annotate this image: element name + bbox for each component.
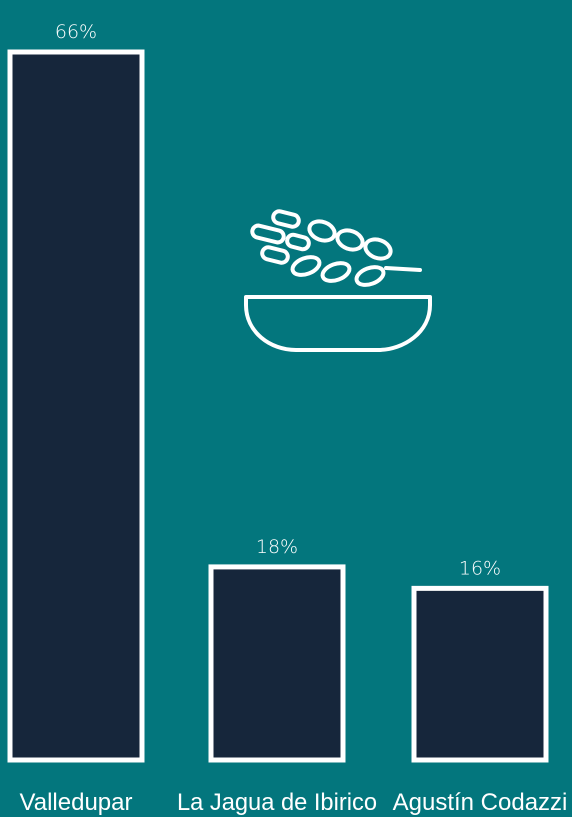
category-label: Agustín Codazzi [393,789,568,816]
bar-group: 66% Valledupar [7,21,145,816]
bar-group: 18% La Jagua de Ibirico [177,536,377,816]
bar [208,564,346,763]
bar-value-label: 66% [55,21,97,43]
category-label: La Jagua de Ibirico [177,789,377,816]
bars-layer: 66% Valledupar 18% La Jagua de Ibirico 16% Ag… [7,21,568,816]
bar-group: 16% Agustín Codazzi [393,557,568,816]
bar [411,585,549,763]
bar-value-label: 16% [459,557,501,579]
category-label: Valledupar [20,789,133,816]
bar-value-label: 18% [256,536,298,558]
bar [7,49,145,763]
grain-bowl-icon [244,209,432,352]
